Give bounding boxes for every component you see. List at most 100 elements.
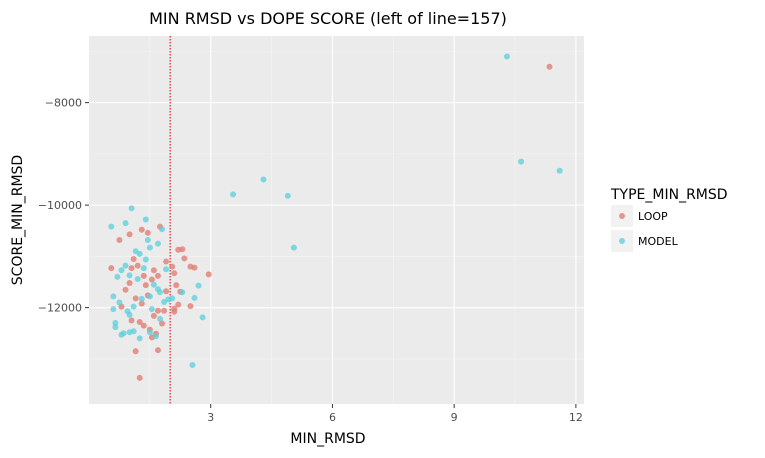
- point-loop: [175, 301, 182, 308]
- point-model: [503, 53, 510, 60]
- x-tick-label: 12: [569, 411, 583, 424]
- point-model: [163, 266, 170, 273]
- x-axis-ticks: 3 6 9 12: [207, 404, 583, 424]
- legend-key-model: [619, 238, 625, 244]
- point-model: [142, 216, 149, 223]
- y-tick-label: −8000: [45, 97, 82, 110]
- point-loop: [150, 267, 157, 274]
- minor-gridlines: [89, 36, 584, 404]
- point-model: [142, 256, 149, 263]
- x-tick-label: 9: [451, 411, 458, 424]
- point-loop: [181, 255, 188, 262]
- point-loop: [150, 312, 157, 319]
- point-loop: [187, 303, 194, 310]
- legend-label-model: MODEL: [638, 235, 679, 248]
- point-model: [154, 240, 161, 247]
- point-loop: [144, 229, 151, 236]
- point-model: [556, 167, 563, 174]
- point-loop: [136, 318, 143, 325]
- legend-key-loop: [619, 213, 625, 219]
- point-model: [148, 306, 155, 313]
- point-model: [191, 294, 198, 301]
- point-model: [144, 236, 151, 243]
- point-model: [126, 272, 133, 279]
- point-loop: [154, 272, 161, 279]
- y-axis-ticks: −12000 −10000 −8000: [38, 97, 89, 315]
- point-loop: [126, 280, 133, 287]
- point-loop: [108, 265, 115, 272]
- point-loop: [179, 246, 186, 253]
- point-loop: [140, 322, 147, 329]
- point-model: [189, 362, 196, 369]
- point-loop: [138, 226, 145, 233]
- point-loop: [142, 282, 149, 289]
- point-model: [146, 293, 153, 300]
- point-model: [138, 295, 145, 302]
- point-loop: [169, 263, 176, 270]
- point-loop: [148, 276, 155, 283]
- data-points: [108, 53, 563, 381]
- x-axis-title: MIN_RMSD: [290, 431, 365, 447]
- point-model: [284, 192, 291, 199]
- point-model: [122, 262, 129, 269]
- legend-items: LOOP MODEL: [611, 205, 679, 252]
- legend-label-loop: LOOP: [638, 210, 668, 223]
- point-model: [150, 281, 157, 288]
- x-tick-label: 6: [329, 411, 336, 424]
- point-model: [161, 299, 168, 306]
- point-model: [199, 314, 206, 321]
- point-loop: [171, 305, 178, 312]
- y-axis-title: SCORE_MIN_RMSD: [10, 155, 26, 285]
- point-model: [114, 273, 121, 280]
- point-loop: [128, 317, 135, 324]
- point-model: [128, 205, 135, 212]
- point-model: [157, 315, 164, 322]
- legend-title: TYPE_MIN_RMSD: [610, 187, 728, 203]
- point-loop: [132, 295, 139, 302]
- point-model: [169, 295, 176, 302]
- point-loop: [159, 320, 166, 327]
- point-loop: [138, 300, 145, 307]
- point-model: [136, 335, 143, 342]
- point-model: [112, 320, 119, 327]
- point-model: [152, 333, 159, 340]
- point-model: [134, 275, 141, 282]
- point-loop: [116, 236, 123, 243]
- y-tick-label: −12000: [38, 302, 82, 315]
- point-loop: [132, 348, 139, 355]
- plot-panel: [89, 36, 584, 404]
- y-tick-label: −10000: [38, 199, 82, 212]
- point-loop: [205, 271, 212, 278]
- point-loop: [136, 374, 143, 381]
- point-loop: [161, 307, 168, 314]
- point-loop: [134, 262, 141, 269]
- point-model: [195, 282, 202, 289]
- point-model: [260, 176, 267, 183]
- point-model: [122, 220, 129, 227]
- point-model: [518, 158, 525, 165]
- point-loop: [130, 255, 137, 262]
- point-model: [112, 324, 119, 331]
- series-model: [108, 53, 563, 369]
- point-model: [146, 329, 153, 336]
- point-loop: [163, 258, 170, 265]
- point-model: [159, 226, 166, 233]
- point-loop: [154, 307, 161, 314]
- point-model: [110, 293, 117, 300]
- legend: TYPE_MIN_RMSD LOOP MODEL: [610, 187, 728, 252]
- chart-title: MIN RMSD vs DOPE SCORE (left of line=157…: [149, 9, 507, 28]
- point-model: [179, 289, 186, 296]
- point-loop: [171, 270, 178, 277]
- point-model: [120, 330, 127, 337]
- point-model: [140, 265, 147, 272]
- point-model: [116, 299, 123, 306]
- point-loop: [163, 288, 170, 295]
- point-model: [290, 244, 297, 251]
- point-model: [130, 303, 137, 310]
- point-model: [230, 191, 237, 198]
- point-loop: [546, 63, 553, 70]
- point-loop: [154, 347, 161, 354]
- point-loop: [173, 282, 180, 289]
